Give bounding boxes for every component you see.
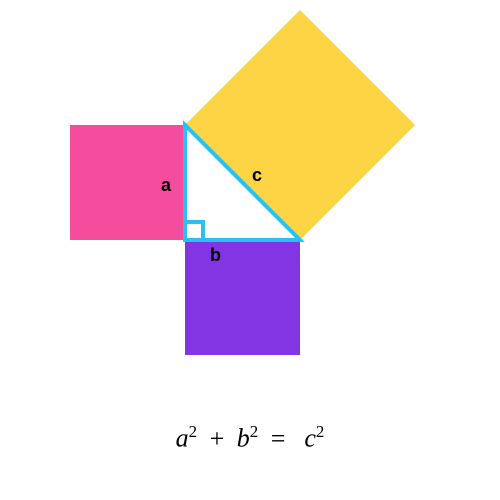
formula-b-exp: 2 xyxy=(250,422,258,441)
square-on-b xyxy=(185,240,300,355)
formula-a: a xyxy=(176,424,189,453)
formula-b: b xyxy=(237,424,250,453)
formula-eq: = xyxy=(271,424,286,453)
pythagoras-formula: a2 + b2 = c2 xyxy=(0,422,500,454)
formula-c: c xyxy=(304,424,316,453)
label-c: c xyxy=(252,165,262,186)
formula-a-exp: 2 xyxy=(189,422,197,441)
label-b: b xyxy=(210,245,221,266)
formula-plus: + xyxy=(210,424,225,453)
formula-c-exp: 2 xyxy=(316,422,324,441)
label-a: a xyxy=(161,175,171,196)
